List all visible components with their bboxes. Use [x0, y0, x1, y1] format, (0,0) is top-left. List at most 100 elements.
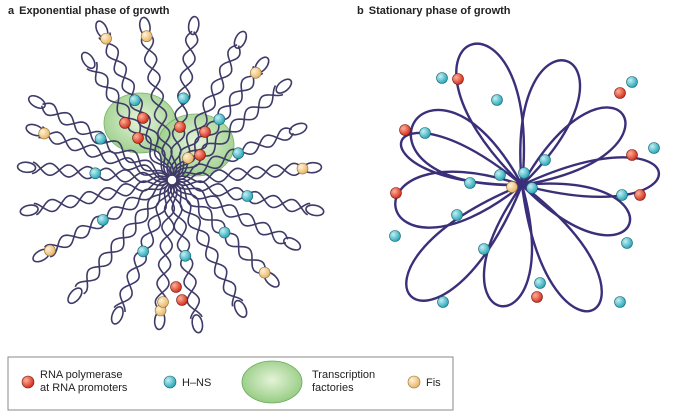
fis — [258, 266, 271, 279]
h-ns — [451, 209, 463, 221]
dna-strand — [154, 183, 176, 315]
legend-line: Fis — [426, 377, 441, 389]
dna-strand — [94, 61, 169, 179]
dna-loop — [80, 51, 96, 70]
h-ns — [241, 190, 254, 202]
h-ns — [464, 177, 476, 189]
dna-strand — [35, 178, 168, 216]
fis — [140, 30, 153, 43]
h-ns — [539, 154, 551, 166]
dna-strand — [74, 183, 172, 288]
fis — [100, 32, 112, 45]
dna-strand — [175, 180, 311, 213]
h-ns — [232, 147, 245, 160]
legend-line: RNA polymerase — [40, 369, 123, 381]
panel-label: a — [8, 5, 15, 17]
legend-box — [7, 356, 454, 411]
legend-label: Transcription factories — [312, 369, 375, 394]
dna-loop — [405, 183, 524, 302]
dna-strand — [171, 184, 244, 302]
dna-loop — [399, 131, 523, 187]
dna-strand — [169, 184, 203, 318]
legend-icon — [21, 375, 35, 389]
dna-strand — [49, 179, 168, 258]
panel-b — [389, 42, 661, 313]
rna-polymerase — [199, 126, 211, 138]
dna-loop — [16, 161, 37, 174]
rna-polymerase — [390, 187, 402, 199]
dna-strand — [41, 125, 168, 181]
dna-loop — [394, 170, 523, 229]
h-ns — [436, 72, 448, 84]
legend-line: H–NS — [182, 377, 211, 389]
h-ns — [626, 76, 638, 88]
dna-strand — [176, 132, 295, 181]
dna-strand — [44, 182, 170, 249]
dna-loop — [482, 184, 534, 308]
rna-polymerase — [170, 281, 182, 293]
panel-title: b Stationary phase of growth — [357, 5, 511, 17]
rna-polymerase — [132, 132, 144, 144]
legend-icon — [163, 375, 177, 389]
rna-polymerase — [614, 87, 626, 99]
h-ns — [137, 245, 149, 258]
dna-strand — [176, 178, 309, 216]
dna-strand — [171, 183, 201, 320]
dna-strand — [175, 164, 306, 183]
legend-line: at RNA promoters — [40, 382, 128, 394]
dna-strand — [38, 131, 170, 178]
h-ns — [94, 132, 107, 145]
dna-strand — [98, 37, 170, 178]
rna-polymerase — [194, 149, 206, 161]
h-ns — [648, 142, 660, 154]
fis — [506, 181, 518, 193]
fis — [44, 244, 56, 257]
dna-loop — [110, 306, 124, 325]
rna-polymerase — [119, 117, 131, 129]
legend-label: RNA polymerase at RNA promoters — [40, 369, 128, 394]
dna-loop — [282, 236, 302, 251]
legend-label: Fis — [426, 377, 441, 389]
legend-icon — [241, 360, 303, 404]
h-ns — [419, 127, 431, 139]
h-ns — [614, 296, 626, 308]
h-ns — [89, 167, 102, 180]
rna-polymerase — [174, 121, 186, 133]
dna-loop — [519, 59, 582, 186]
h-ns — [213, 113, 226, 126]
dna-strand — [140, 31, 175, 176]
dna-loop — [455, 42, 525, 186]
rna-polymerase — [137, 112, 149, 124]
dna-strand — [83, 181, 169, 295]
legend-label: H–NS — [182, 377, 211, 389]
legend-line: factories — [312, 382, 354, 394]
legend: RNA polymerase at RNA promoters H–NS Tran… — [7, 356, 454, 411]
dna-loop — [233, 299, 248, 318]
rna-polymerase — [399, 124, 411, 136]
h-ns — [518, 167, 530, 179]
fis — [38, 127, 51, 140]
rna-polymerase — [452, 73, 464, 85]
dna-loop — [288, 122, 308, 136]
dna-loop — [521, 182, 632, 237]
h-ns — [218, 226, 231, 239]
dna-strand — [174, 44, 238, 178]
dna-loop — [305, 204, 325, 217]
dna-strand — [174, 182, 287, 245]
dna-loop — [19, 204, 39, 217]
dna-strand — [173, 183, 269, 275]
fis — [249, 67, 262, 79]
rna-polymerase — [626, 149, 638, 161]
rna-polymerase — [531, 291, 543, 303]
fis — [296, 162, 309, 175]
dna-loop — [520, 106, 627, 187]
rna-polymerase — [176, 294, 188, 306]
legend-line: Transcription — [312, 369, 375, 381]
dna-loop — [27, 94, 46, 110]
h-ns — [389, 230, 401, 242]
panel-label: b — [357, 5, 364, 17]
h-ns — [478, 243, 490, 255]
dna-loop — [233, 30, 248, 49]
h-ns — [179, 250, 192, 262]
